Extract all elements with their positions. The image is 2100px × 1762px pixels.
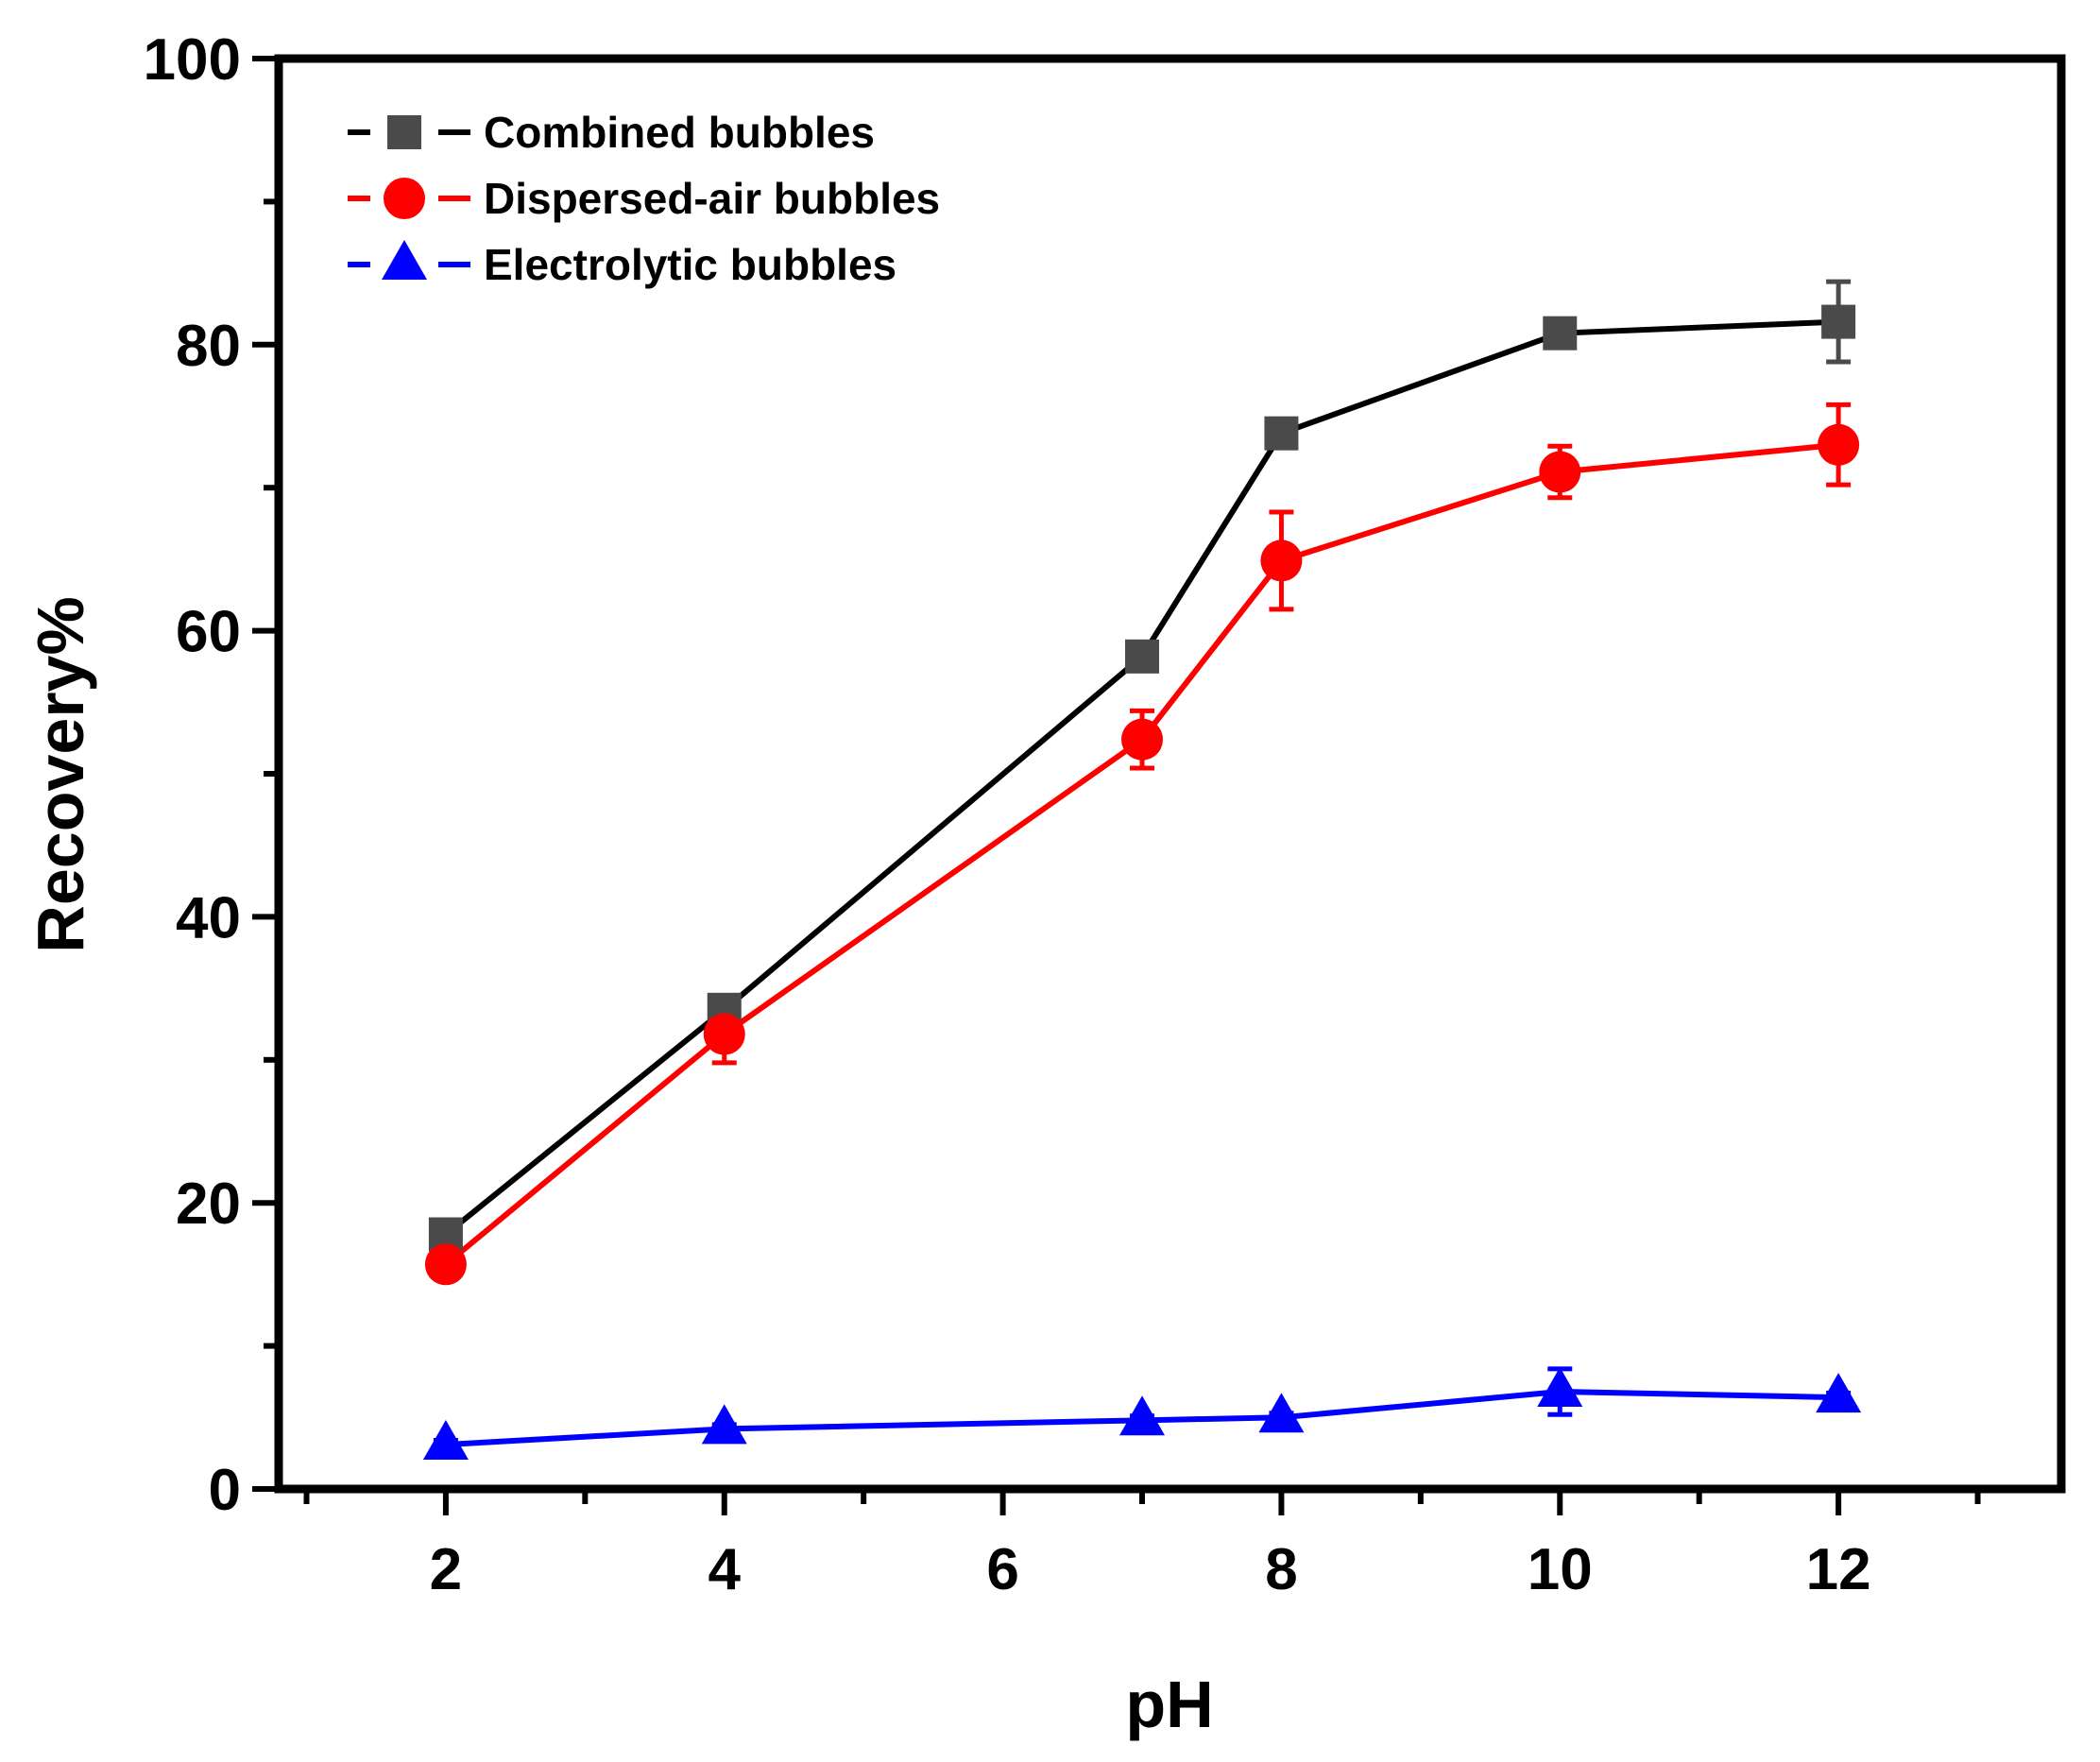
data-point-dispersed-air-bubbles <box>1539 451 1581 493</box>
y-tick-label: 80 <box>176 314 241 379</box>
series-lines <box>443 318 1839 1448</box>
tick-labels: 2 4 6 8 10 12 0 20 40 60 80 100 <box>144 27 1871 1602</box>
legend-marker-dispersed-air-bubbles <box>384 178 425 219</box>
y-tick-label: 40 <box>176 885 241 950</box>
plot-frame <box>274 54 2066 1494</box>
y-tick-label: 20 <box>176 1172 241 1237</box>
x-tick-label: 8 <box>1265 1537 1297 1602</box>
legend-marker-electrolytic-bubbles <box>382 239 427 280</box>
legend-marker-combined-bubbles <box>387 115 421 149</box>
x-tick-label: 2 <box>430 1537 462 1602</box>
series-line-electrolytic-bubbles <box>445 1389 1839 1448</box>
data-point-electrolytic-bubbles <box>701 1404 747 1445</box>
y-tick-label: 100 <box>144 27 241 93</box>
x-tick-label: 4 <box>709 1537 742 1602</box>
data-point-electrolytic-bubbles <box>1119 1395 1166 1436</box>
y-axis-label: Recovery% <box>24 596 97 952</box>
x-tick-label: 12 <box>1806 1537 1871 1602</box>
data-point-electrolytic-bubbles <box>1816 1373 1862 1413</box>
legend: Combined bubbles Dispersed-air bubbles Ele… <box>348 108 940 289</box>
data-point-dispersed-air-bubbles <box>1260 539 1303 582</box>
series-markers <box>422 304 1862 1461</box>
data-point-combined-bubbles <box>1543 316 1578 351</box>
data-point-dispersed-air-bubbles <box>1818 423 1860 466</box>
y-tick-label: 60 <box>176 600 241 665</box>
x-tick-label: 6 <box>986 1537 1018 1602</box>
data-point-dispersed-air-bubbles <box>1121 718 1164 761</box>
legend-label-electrolytic-bubbles: Electrolytic bubbles <box>484 240 896 289</box>
data-point-dispersed-air-bubbles <box>424 1243 467 1286</box>
data-point-combined-bubbles <box>1264 416 1299 451</box>
data-point-electrolytic-bubbles <box>422 1420 469 1461</box>
data-point-combined-bubbles <box>1125 639 1160 674</box>
x-axis-label: pH <box>1125 1668 1213 1741</box>
data-point-electrolytic-bubbles <box>1258 1393 1305 1433</box>
series-line-dispersed-air-bubbles <box>443 441 1839 1267</box>
x-tick-label: 10 <box>1528 1537 1593 1602</box>
error-bars <box>433 279 1852 1452</box>
data-point-combined-bubbles <box>1821 304 1856 339</box>
series-line-combined-bubbles <box>444 318 1839 1237</box>
legend-label-combined-bubbles: Combined bubbles <box>484 108 875 157</box>
data-point-electrolytic-bubbles <box>1537 1367 1583 1408</box>
legend-label-dispersed-air-bubbles: Dispersed-air bubbles <box>484 174 940 223</box>
data-point-dispersed-air-bubbles <box>703 1013 745 1055</box>
y-tick-label: 0 <box>209 1458 241 1523</box>
